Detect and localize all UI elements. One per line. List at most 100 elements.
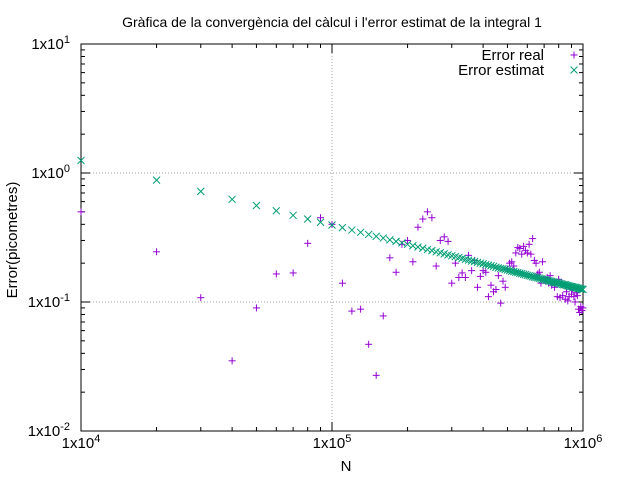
data-point	[543, 276, 552, 285]
data-point	[272, 206, 281, 215]
data-point	[403, 240, 412, 249]
data-point	[563, 288, 571, 296]
y-tick-label: 1x10-2	[28, 421, 70, 440]
chart-title: Gràfica de la convergència del càlcul i …	[122, 14, 542, 30]
data-point	[348, 226, 356, 234]
data-point	[303, 215, 312, 223]
data-point	[252, 201, 261, 210]
legend-label: Error real	[481, 47, 544, 64]
data-point	[518, 250, 526, 258]
data-point	[317, 214, 325, 222]
x-tick-label: 1x105	[313, 433, 352, 452]
data-point	[197, 294, 205, 302]
data-point	[365, 340, 373, 348]
data-point	[508, 258, 516, 266]
data-point	[468, 267, 476, 275]
data-point	[541, 276, 550, 284]
data-point	[196, 187, 205, 196]
data-point	[532, 259, 540, 267]
data-point	[559, 292, 567, 300]
data-point	[539, 258, 547, 266]
data-point	[385, 236, 394, 244]
data-point	[428, 214, 436, 222]
y-tick-label: 1x10-1	[28, 292, 70, 311]
data-point	[461, 273, 469, 281]
data-point	[338, 279, 346, 287]
data-point	[153, 248, 161, 256]
data-point	[428, 246, 436, 255]
data-point	[579, 285, 587, 294]
data-point	[379, 234, 388, 242]
data-point	[379, 312, 387, 320]
data-point	[501, 283, 509, 291]
data-point	[419, 215, 427, 223]
data-point	[474, 283, 482, 291]
data-point	[328, 221, 336, 229]
data-point	[409, 241, 417, 250]
data-point	[252, 304, 260, 312]
data-point	[372, 371, 380, 379]
data-point	[338, 223, 347, 232]
data-point	[538, 275, 547, 284]
y-tick-label: 1x100	[31, 163, 70, 182]
x-tick-label: 1x106	[564, 433, 603, 452]
series-1	[77, 208, 587, 379]
data-point	[523, 249, 531, 257]
data-point	[512, 249, 520, 257]
data-point	[464, 256, 473, 265]
data-point	[304, 239, 312, 247]
data-point	[152, 176, 161, 185]
y-tick-label: 1x101	[31, 34, 70, 53]
data-point	[440, 233, 448, 241]
data-point	[540, 275, 548, 284]
data-point	[510, 262, 518, 270]
data-point	[527, 250, 535, 258]
data-point	[520, 242, 528, 250]
data-point	[496, 264, 505, 273]
axis-tick-labels: 1x104 1x105 1x106 1x10-2 1x10-1 1x100 1x101	[28, 34, 603, 452]
data-point	[423, 208, 431, 216]
data-point	[404, 236, 412, 244]
data-point	[516, 244, 524, 252]
data-point	[444, 237, 452, 245]
x-tick-label: 1x104	[62, 433, 101, 452]
data-point	[414, 243, 422, 251]
data-point	[503, 266, 512, 274]
data-point	[525, 240, 533, 248]
data-point	[564, 297, 572, 305]
data-point	[544, 276, 553, 285]
data-point	[467, 257, 476, 265]
x-axis-label: N	[341, 458, 352, 475]
data-point	[418, 244, 427, 253]
data-point	[576, 285, 585, 293]
data-point	[364, 230, 373, 239]
data-point	[77, 208, 85, 216]
data-point	[492, 285, 500, 293]
data-point	[476, 272, 484, 280]
data-point	[579, 304, 587, 312]
gridlines	[81, 44, 583, 431]
data-point	[494, 272, 502, 280]
plot-border	[80, 43, 584, 432]
data-point	[499, 264, 507, 273]
data-point	[570, 293, 578, 301]
data-point	[316, 218, 325, 227]
data-point	[228, 195, 236, 204]
data-point	[573, 292, 581, 300]
data-point	[386, 254, 394, 262]
legend-marker	[570, 51, 578, 59]
data-point	[392, 237, 400, 246]
data-point	[348, 307, 356, 315]
data-point	[489, 262, 498, 271]
data-point	[455, 273, 463, 281]
y-axis-label: Error(picometres)	[4, 182, 21, 299]
legend-label: Error estimat	[458, 62, 545, 79]
legend-marker	[570, 66, 578, 74]
data-point	[487, 261, 495, 270]
data-point	[501, 265, 510, 274]
data-point	[571, 298, 579, 306]
data-point	[546, 277, 555, 286]
data-point	[484, 261, 493, 270]
data-point	[479, 259, 487, 268]
